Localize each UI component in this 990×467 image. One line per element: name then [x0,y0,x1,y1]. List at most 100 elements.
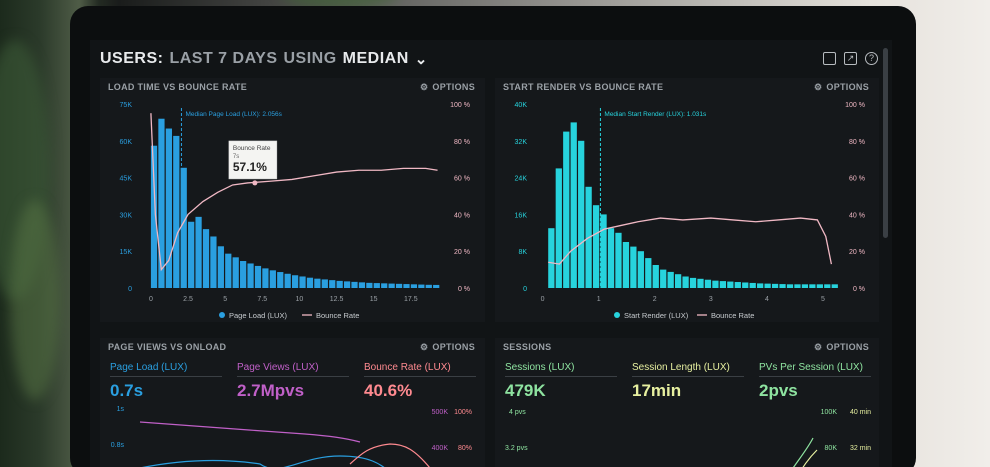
x-tick-label: 4 [765,296,769,303]
y-right-tick-label: 20 % [849,249,865,256]
histogram-bar [150,145,158,288]
legend-label: Start Render (LUX) [624,311,689,320]
histogram-bar [195,216,202,288]
tooltip-box [228,140,278,180]
median-marker-label: Median Start Render (LUX): 1.031s [604,111,707,118]
scrollbar[interactable] [883,48,888,238]
gear-icon: ⚙ [814,342,823,352]
y-left-tick-label: 32K [515,139,528,146]
histogram-bar [314,278,321,288]
histogram-bar [742,282,749,288]
histogram-bar [336,280,343,288]
x-tick-label: 12.5 [330,296,344,303]
y-tick-label: 0.8s [111,442,125,449]
header-stat: MEDIAN [342,50,409,67]
histogram-bar [563,131,570,288]
export-icon[interactable]: ↗ [844,52,857,65]
y-right-tick-label: 60 % [849,176,865,183]
histogram-bar [816,284,823,288]
monitor-icon[interactable] [823,52,836,65]
options-button[interactable]: ⚙ OPTIONS [420,342,475,352]
load-time-panel: LOAD TIME VS BOUNCE RATE ⚙ OPTIONS 0 15K 30… [100,78,485,322]
histogram-bar [410,284,418,288]
options-button[interactable]: ⚙ OPTIONS [814,82,869,92]
histogram-bar [284,273,291,288]
histogram-bar [689,277,697,288]
histogram-bar [607,228,615,288]
y-tick-label: 100K [821,409,838,416]
histogram-bar [831,284,838,288]
histogram-bar [180,167,187,288]
metric-label: Bounce Rate (LUX) [364,362,476,377]
histogram-bar [794,284,801,288]
start-render-chart: 0 8K 16K 24K 32K 40K 0 % 20 % 40 % 60 % 80 % 100 % 0… [515,102,865,320]
histogram-bar [232,257,239,288]
y-left-tick-label: 16K [515,212,528,219]
histogram-bar [801,284,809,288]
y-tick-label: 500K [432,409,449,416]
x-tick-label: 0 [149,296,153,303]
y-tick-label: 80% [458,445,472,452]
histogram-bar [555,168,562,288]
x-tick-label: 1 [597,296,601,303]
tooltip-title: Bounce Rate [233,145,271,152]
histogram-bar [704,279,712,288]
histogram-bar [351,281,358,288]
top-toolbar: ↗ ? [823,52,878,65]
histogram-bar [329,280,336,288]
y-left-tick-label: 30K [120,212,133,219]
histogram-bar [262,268,269,288]
chevron-down-icon[interactable]: ⌄ [414,51,428,68]
legend-swatch-bars [614,312,620,318]
histogram-bar [254,265,262,288]
histogram-bar [786,284,794,288]
y-left-tick-label: 60K [120,139,133,146]
y-right-tick-label: 80 % [849,139,865,146]
plant-leaf-decoration [280,0,400,10]
histogram-bar [779,284,786,288]
page-load-line [142,455,385,467]
metric-page-views: Page Views (LUX) 2.7Mpvs [237,362,349,401]
histogram-bar [277,272,284,288]
histogram-bar [809,284,816,288]
y-right-tick-label: 40 % [454,212,470,219]
y-tick-label: 80K [825,445,838,452]
y-right-tick-label: 20 % [454,249,470,256]
options-button[interactable]: ⚙ OPTIONS [420,82,475,92]
histogram-bar [388,283,395,288]
sessions-line [792,437,814,467]
histogram-bar [615,232,622,288]
histogram-bar [210,236,217,288]
histogram-bar [173,135,180,288]
metric-bounce-rate: Bounce Rate (LUX) 40.6% [364,362,476,401]
sessions-panel: SESSIONS ⚙ OPTIONS Sessions (LUX) 479K Se… [495,338,879,467]
x-tick-label: 15 [370,296,378,303]
metric-value: 17min [632,381,682,400]
sessions-mini-chart: 4 pvs 3.2 pvs 100K 80K 40 min 32 min [505,409,871,467]
histogram-bar [158,118,165,288]
legend-label: Page Load (LUX) [229,311,287,320]
metric-label: Page Load (LUX) [110,362,222,377]
tooltip-point [252,180,258,186]
page-views-panel: PAGE VIEWS VS ONLOAD ⚙ OPTIONS Page Load … [100,338,485,467]
histogram-bar [358,282,366,288]
help-icon[interactable]: ? [865,52,878,65]
y-right-tick-label: 100 % [845,102,865,109]
y-left-tick-label: 8K [518,249,527,256]
x-tick-label: 2 [653,296,657,303]
histogram-bar [719,281,727,288]
gear-icon: ⚙ [420,342,429,352]
histogram-bar [734,282,741,288]
histogram-bar [660,269,667,288]
metric-value: 40.6% [364,381,413,400]
header-period: LAST 7 DAYS [169,50,278,67]
x-tick-label: 5 [821,296,825,303]
metric-label: Sessions (LUX) [505,362,617,377]
histogram-bar [433,284,440,288]
y-right-tick-label: 40 % [849,212,865,219]
dashboard-header[interactable]: USERS: LAST 7 DAYS USING MEDIAN ⌄ [100,50,428,68]
options-button[interactable]: ⚙ OPTIONS [814,342,869,352]
histogram-bar [366,282,373,288]
histogram-bar [299,276,306,288]
x-tick-label: 17.5 [404,296,418,303]
